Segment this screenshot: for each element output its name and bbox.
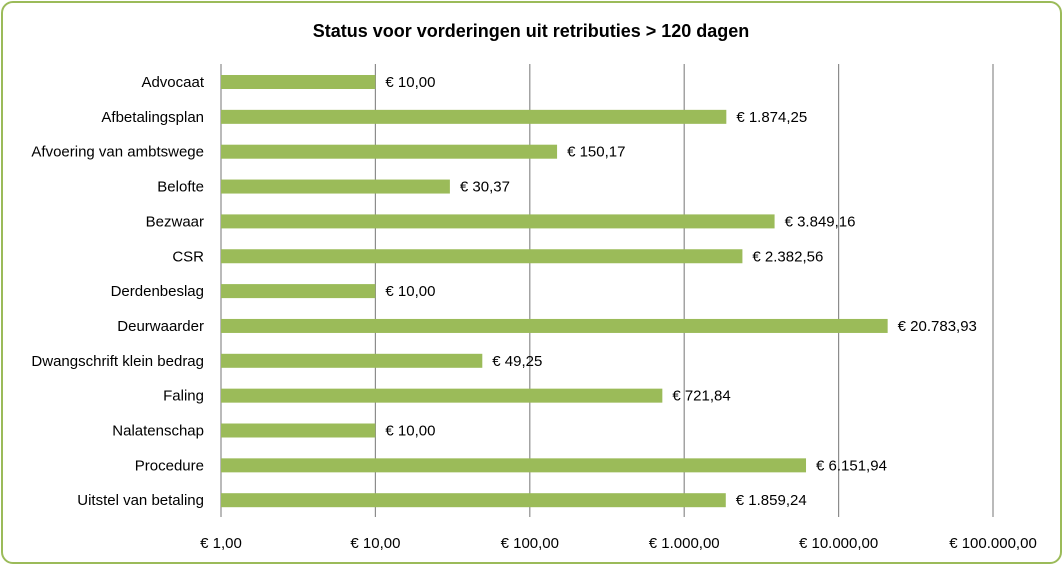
- category-label: Nalatenschap: [112, 423, 204, 440]
- data-label: € 10,00: [385, 74, 435, 91]
- data-label: € 10,00: [385, 423, 435, 440]
- bar: [221, 144, 558, 159]
- bar: [221, 423, 376, 438]
- category-label: CSR: [172, 248, 204, 265]
- chart-title: Status voor vorderingen uit retributies …: [313, 21, 750, 41]
- data-label: € 1.859,24: [736, 492, 807, 509]
- category-labels: Advocaat Afbetalingsplan Afvoering van amb…: [31, 74, 204, 509]
- data-label: € 150,17: [567, 144, 625, 161]
- bar: [221, 214, 775, 229]
- category-label: Uitstel van betaling: [77, 492, 204, 509]
- tick-label: € 1.000,00: [649, 535, 720, 552]
- bar: [221, 109, 727, 124]
- tick-labels: € 1,00 € 10,00 € 100,00 € 1.000,00 € 10.000,…: [200, 535, 1037, 552]
- tick-label: € 10,00: [350, 535, 400, 552]
- category-label: Procedure: [135, 457, 204, 474]
- gridlines: [220, 64, 994, 517]
- tick-label: € 100.000,00: [949, 535, 1037, 552]
- tick-label: € 1,00: [200, 535, 242, 552]
- category-label: Dwangschrift klein bedrag: [31, 353, 204, 370]
- data-label: € 20.783,93: [898, 318, 977, 335]
- bar: [221, 493, 726, 508]
- bar: [221, 179, 450, 194]
- data-label: € 721,84: [672, 388, 730, 405]
- bar: [221, 318, 888, 333]
- category-label: Afbetalingsplan: [101, 109, 204, 126]
- data-label: € 10,00: [385, 283, 435, 300]
- category-label: Belofte: [157, 179, 204, 196]
- bar: [221, 388, 663, 403]
- category-label: Derdenbeslag: [111, 283, 204, 300]
- tick-label: € 10.000,00: [799, 535, 878, 552]
- tick-label: € 100,00: [501, 535, 559, 552]
- bar: [221, 353, 483, 368]
- category-label: Faling: [163, 388, 204, 405]
- data-label: € 3.849,16: [785, 213, 856, 230]
- data-label: € 6.151,94: [816, 457, 887, 474]
- category-label: Advocaat: [141, 74, 204, 91]
- data-label: € 2.382,56: [752, 248, 823, 265]
- bar: [221, 458, 807, 473]
- bars: [221, 75, 888, 508]
- data-labels: € 10,00 € 1.874,25 € 150,17 € 30,37 € 3.849,…: [385, 74, 977, 509]
- data-label: € 49,25: [492, 353, 542, 370]
- data-label: € 1.874,25: [736, 109, 807, 126]
- bar: [221, 75, 376, 89]
- bar: [221, 284, 376, 299]
- category-label: Afvoering van ambtswege: [31, 144, 204, 161]
- bar: [221, 249, 743, 264]
- category-label: Deurwaarder: [117, 318, 204, 335]
- data-label: € 30,37: [460, 179, 510, 196]
- category-label: Bezwaar: [146, 213, 204, 230]
